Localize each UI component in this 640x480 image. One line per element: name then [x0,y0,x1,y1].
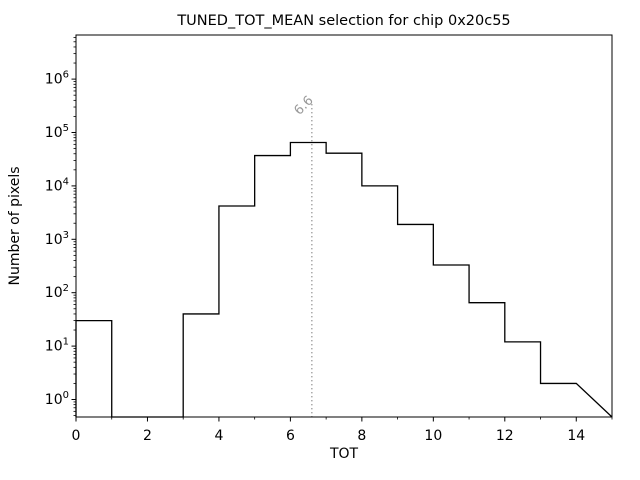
x-axis-ticks: 0 2 4 6 8 10 12 14 [72,417,613,444]
y-tick-label: 103 [45,230,69,248]
y-tick-label: 100 [45,390,69,408]
y-tick-label: 101 [45,337,69,355]
x-axis-label: TOT [329,446,359,462]
y-tick-label: 104 [45,176,69,194]
x-tick-label: 0 [72,428,81,444]
x-tick-label: 2 [143,428,152,444]
y-tick-label: 105 [45,123,69,141]
x-tick-label: 10 [424,428,442,444]
x-tick-label: 8 [357,428,366,444]
x-tick-label: 6 [286,428,295,444]
y-axis-ticks: 100 101 102 103 104 105 106 [45,37,76,416]
x-tick-label: 12 [496,428,514,444]
y-axis-label: Number of pixels [7,166,23,285]
x-tick-label: 14 [567,428,585,444]
axes-spines [75,34,613,418]
y-tick-label: 106 [45,70,69,88]
y-tick-label: 102 [45,283,69,301]
chart-title: TUNED_TOT_MEAN selection for chip 0x20c5… [176,13,510,29]
x-tick-label: 4 [214,428,223,444]
